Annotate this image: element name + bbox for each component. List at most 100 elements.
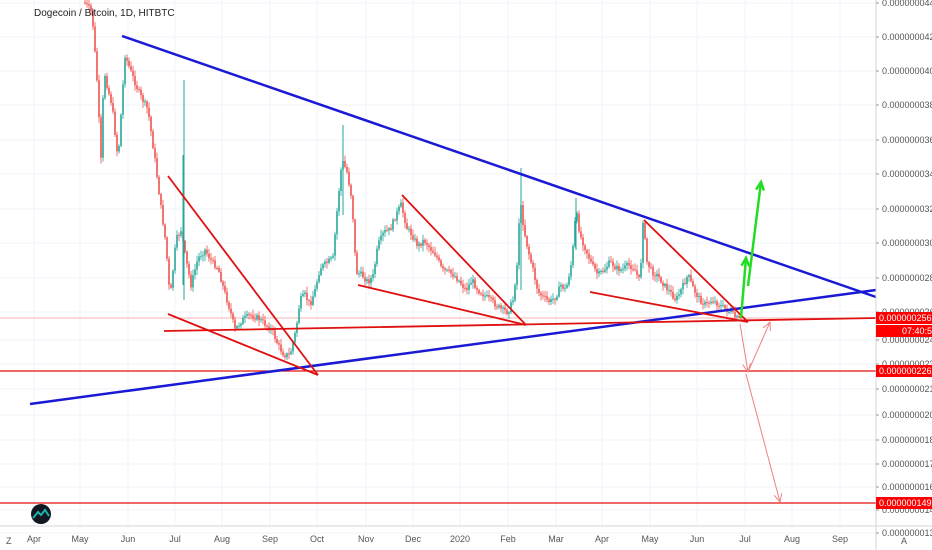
candle-281: [280, 338, 282, 355]
candle-body: [590, 258, 592, 262]
candle-399: [398, 204, 400, 215]
x-tick-label-14: Jun: [690, 534, 705, 544]
candle-body: [464, 287, 466, 289]
candle-369: [368, 274, 370, 289]
candle-body: [414, 238, 416, 240]
candle-body: [640, 262, 642, 278]
candle-263: [262, 313, 264, 325]
candle-125: [124, 55, 126, 88]
price-label-text: 0.00000022612: [879, 366, 932, 376]
target-down-arrow-2-shaft: [747, 321, 771, 373]
candle-653: [652, 264, 654, 281]
candle-body: [642, 222, 644, 263]
candle-body: [574, 221, 576, 246]
candle-body: [128, 60, 130, 67]
candle-579: [578, 210, 580, 234]
candle-633: [632, 264, 634, 272]
candle-323: [322, 262, 324, 271]
y-tick-label-14: 0.000000018500: [882, 435, 932, 445]
y-tick-label-15: 0.000000017300: [882, 459, 932, 469]
candle-97: [96, 47, 98, 83]
candle-body: [380, 235, 382, 241]
candle-355: [354, 218, 356, 256]
x-tick-label-10: Feb: [500, 534, 516, 544]
time-axis[interactable]: Apr May Jun Jul Aug Sep Oct Nov Dec 2020 Feb Mar Apr…: [0, 525, 932, 544]
candle-body: [212, 259, 214, 261]
candle-body: [712, 301, 714, 303]
candle-423: [422, 234, 424, 252]
candle-body: [554, 298, 556, 300]
candle-671: [670, 284, 672, 297]
candle-191: [190, 270, 192, 291]
chart-title: Dogecoin / Bitcoin, 1D, HITBTC: [34, 8, 175, 19]
candle-body: [476, 287, 478, 291]
tradingview-logo[interactable]: [31, 504, 51, 524]
candle-body: [204, 249, 206, 256]
candle-593: [592, 256, 594, 267]
bottom-left-label[interactable]: Z: [6, 536, 12, 546]
candle-163: [162, 199, 164, 227]
candle-211: [210, 252, 212, 265]
candle-body: [118, 145, 120, 152]
candle-body: [548, 299, 550, 303]
bottom-right-label[interactable]: A: [901, 536, 907, 546]
candle-body: [596, 269, 598, 274]
candle-393: [392, 217, 394, 233]
candle-215: [214, 256, 216, 270]
candle-133: [132, 65, 134, 82]
candle-299: [298, 305, 300, 325]
candle-519: [518, 218, 520, 270]
candle-body: [184, 241, 186, 252]
x-tick-label-11: Mar: [548, 534, 564, 544]
candle-233: [232, 311, 234, 323]
candle-179: [178, 232, 180, 242]
candle-body: [288, 353, 290, 355]
candle-body: [432, 250, 434, 253]
candle-99: [98, 74, 100, 124]
candle-729: [728, 310, 730, 315]
candle-body: [472, 279, 474, 283]
candle-body: [90, 5, 92, 11]
candle-309: [308, 299, 310, 307]
candle-481: [480, 291, 482, 296]
x-tick-label-8: Dec: [405, 534, 422, 544]
candle-body: [96, 51, 98, 81]
candle-231: [230, 303, 232, 318]
candle-195: [194, 264, 196, 280]
target-down-arrow-1-shaft: [739, 323, 749, 373]
candle-body: [306, 292, 308, 301]
candle-body: [536, 280, 538, 289]
candle-body: [734, 312, 736, 318]
candle-563: [562, 283, 564, 292]
candle-383: [382, 230, 384, 242]
candle-439: [438, 254, 440, 263]
candle-707: [706, 296, 708, 308]
candle-331: [330, 255, 332, 262]
pattern-line-3: [357, 284, 527, 326]
candle-447: [446, 268, 448, 272]
candle-581: [580, 226, 582, 240]
candle-body: [614, 266, 616, 270]
candle-body: [672, 291, 674, 299]
candle-631: [630, 260, 632, 275]
candle-495: [494, 296, 496, 311]
candle-559: [558, 281, 560, 298]
candle-body: [152, 131, 154, 149]
candle-body: [98, 80, 100, 118]
candle-685: [684, 277, 686, 286]
candle-body: [318, 275, 320, 282]
candle-body: [566, 284, 568, 288]
candle-501: [500, 302, 502, 313]
candle-body: [176, 235, 178, 248]
candle-body: [426, 242, 428, 246]
candle-body: [502, 307, 504, 309]
candle-255: [254, 313, 256, 323]
candle-body: [598, 271, 600, 274]
candle-body: [438, 257, 440, 261]
candle-737: [736, 314, 738, 319]
candle-147: [146, 99, 148, 114]
candle-451: [450, 268, 452, 278]
candle-body: [650, 267, 652, 269]
candle-body: [386, 230, 388, 232]
